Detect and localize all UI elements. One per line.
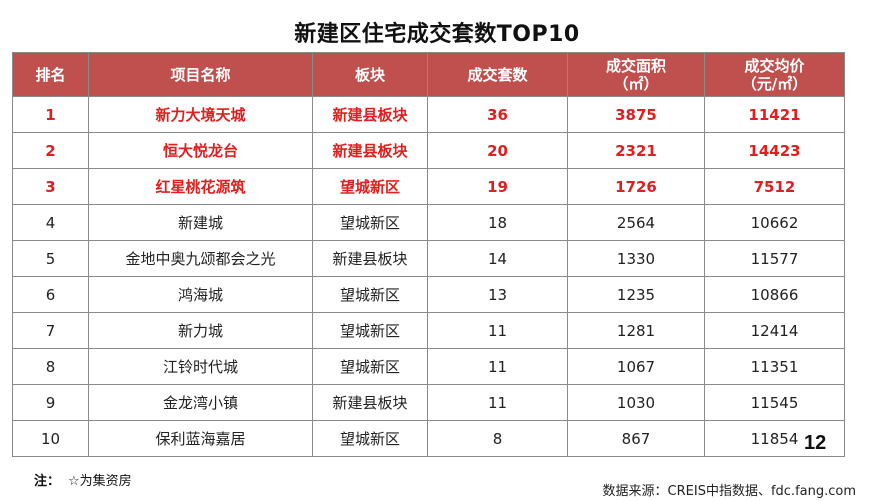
cell-units: 11 [427, 312, 568, 349]
cell-units: 11 [427, 384, 568, 421]
cell-block: 望城新区 [312, 348, 428, 385]
cell-block: 望城新区 [312, 204, 428, 241]
table-row: 3 红星桃花源筑 望城新区 19 1726 7512 [12, 168, 845, 205]
cell-price: 11577 [704, 240, 845, 277]
cell-units: 18 [427, 204, 568, 241]
header-floor-area-line2: （㎡） [613, 74, 659, 93]
cell-name: 保利蓝海嘉居 [88, 420, 313, 457]
cell-name: 金龙湾小镇 [88, 384, 313, 421]
header-price: 成交均价 （元/㎡） [704, 52, 845, 97]
header-project-name: 项目名称 [88, 52, 313, 97]
table-row: 10 保利蓝海嘉居 望城新区 8 867 11854 [12, 420, 845, 457]
cell-name: 新建城 [88, 204, 313, 241]
cell-units: 13 [427, 276, 568, 313]
cell-block: 新建县板块 [312, 384, 428, 421]
header-block: 板块 [312, 52, 428, 97]
cell-rank: 6 [12, 276, 89, 313]
table-row: 2 恒大悦龙台 新建县板块 20 2321 14423 [12, 132, 845, 169]
cell-price: 11545 [704, 384, 845, 421]
cell-name: 恒大悦龙台 [88, 132, 313, 169]
cell-price: 10662 [704, 204, 845, 241]
header-floor-area: 成交面积 （㎡） [567, 52, 705, 97]
cell-units: 36 [427, 96, 568, 133]
cell-area: 1726 [567, 168, 705, 205]
table-row: 5 金地中奥九颂都会之光 新建县板块 14 1330 11577 [12, 240, 845, 277]
cell-rank: 7 [12, 312, 89, 349]
table-header-row: 排名 项目名称 板块 成交套数 成交面积 （㎡） 成交均价 （元/㎡） [12, 52, 845, 97]
table-row: 9 金龙湾小镇 新建县板块 11 1030 11545 [12, 384, 845, 421]
header-price-line2: （元/㎡） [741, 74, 808, 93]
cell-area: 2564 [567, 204, 705, 241]
cell-rank: 10 [12, 420, 89, 457]
cell-area: 867 [567, 420, 705, 457]
header-price-line1: 成交均价 [744, 56, 805, 75]
cell-area: 2321 [567, 132, 705, 169]
cell-rank: 1 [12, 96, 89, 133]
cell-price: 11351 [704, 348, 845, 385]
cell-name: 江铃时代城 [88, 348, 313, 385]
header-units: 成交套数 [427, 52, 568, 97]
cell-area: 1030 [567, 384, 705, 421]
cell-name: 金地中奥九颂都会之光 [88, 240, 313, 277]
cell-rank: 2 [12, 132, 89, 169]
table-row: 7 新力城 望城新区 11 1281 12414 [12, 312, 845, 349]
cell-block: 新建县板块 [312, 132, 428, 169]
cell-block: 望城新区 [312, 168, 428, 205]
footnote-label: 注： [34, 474, 61, 489]
table-row: 1 新力大境天城 新建县板块 36 3875 11421 [12, 96, 845, 133]
cell-block: 望城新区 [312, 420, 428, 457]
cell-block: 望城新区 [312, 312, 428, 349]
cell-price: 14423 [704, 132, 845, 169]
footnote: 注： ☆为集资房 [34, 470, 132, 489]
page-title: 新建区住宅成交套数TOP10 [294, 22, 580, 47]
cell-price: 11421 [704, 96, 845, 133]
cell-rank: 4 [12, 204, 89, 241]
cell-units: 8 [427, 420, 568, 457]
cell-price: 12414 [704, 312, 845, 349]
table-row: 4 新建城 望城新区 18 2564 10662 [12, 204, 845, 241]
cell-rank: 5 [12, 240, 89, 277]
data-source: 数据来源：CREIS中指数据、fdc.fang.com [602, 484, 856, 499]
cell-rank: 8 [12, 348, 89, 385]
cell-price: 10866 [704, 276, 845, 313]
cell-units: 20 [427, 132, 568, 169]
cell-area: 1067 [567, 348, 705, 385]
cell-rank: 3 [12, 168, 89, 205]
cell-name: 新力城 [88, 312, 313, 349]
cell-units: 11 [427, 348, 568, 385]
cell-units: 19 [427, 168, 568, 205]
cell-price: 11854 [704, 420, 845, 457]
cell-name: 鸿海城 [88, 276, 313, 313]
cell-name: 新力大境天城 [88, 96, 313, 133]
cell-price: 7512 [704, 168, 845, 205]
cell-block: 新建县板块 [312, 96, 428, 133]
cell-units: 14 [427, 240, 568, 277]
table-row: 8 江铃时代城 望城新区 11 1067 11351 [12, 348, 845, 385]
cell-area: 1235 [567, 276, 705, 313]
ranking-table: 排名 项目名称 板块 成交套数 成交面积 （㎡） 成交均价 （元/㎡） 1 新力大… [12, 52, 845, 457]
header-rank: 排名 [12, 52, 89, 97]
cell-area: 1281 [567, 312, 705, 349]
cell-area: 1330 [567, 240, 705, 277]
footnote-text: ☆为集资房 [68, 474, 132, 489]
cell-area: 3875 [567, 96, 705, 133]
cell-rank: 9 [12, 384, 89, 421]
table-row: 6 鸿海城 望城新区 13 1235 10866 [12, 276, 845, 313]
page-number: 12 [804, 432, 827, 454]
header-floor-area-line1: 成交面积 [605, 56, 666, 75]
cell-block: 新建县板块 [312, 240, 428, 277]
cell-name: 红星桃花源筑 [88, 168, 313, 205]
cell-block: 望城新区 [312, 276, 428, 313]
